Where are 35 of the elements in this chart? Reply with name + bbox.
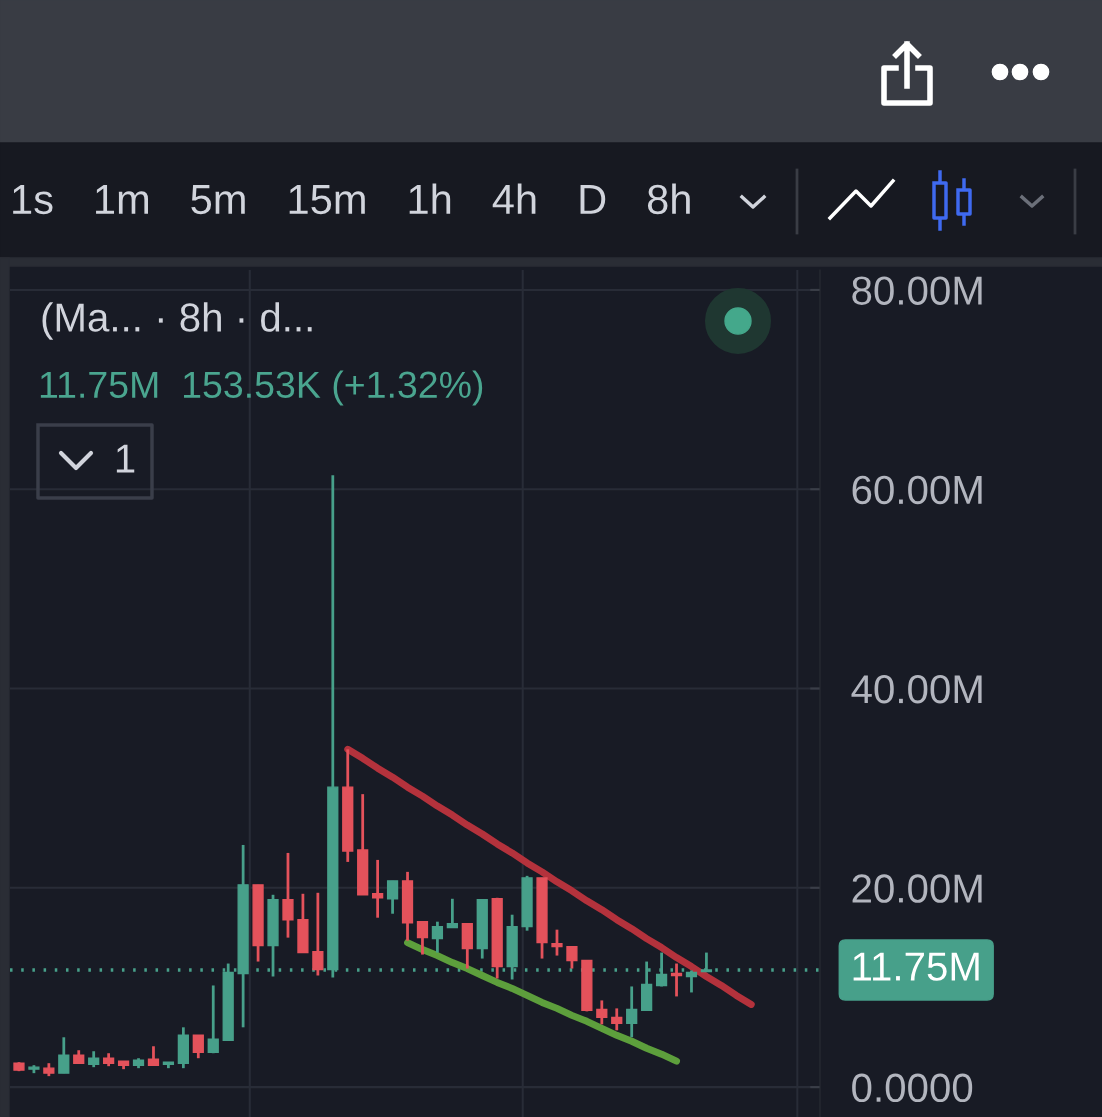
text: D (580, 185, 606, 214)
candlestick (446, 897, 458, 930)
candlestick (551, 928, 563, 957)
text: (Ma... · 8h · d... (42, 302, 312, 340)
candlestick (431, 920, 444, 954)
candlestick (282, 851, 294, 940)
ref-line-label: 11.75M (853, 952, 979, 981)
candlestick (312, 891, 324, 977)
y-tick-label: 60.00M (852, 475, 982, 505)
y-tick-label: 80.00M (852, 276, 982, 305)
y-tick-label: 40.00M (851, 674, 982, 704)
text: 1h (409, 183, 451, 214)
candlestick (685, 969, 698, 994)
text: 1s (13, 185, 53, 215)
text: 5m (191, 185, 245, 215)
candlestick (670, 962, 683, 998)
candlestick (386, 879, 399, 916)
candlestick (58, 1035, 70, 1075)
candlestick (596, 999, 608, 1026)
text: 4h (492, 183, 536, 214)
text: 1m (96, 185, 149, 214)
candlestick (192, 1033, 204, 1060)
candlestick (626, 985, 638, 1039)
candlestick (207, 984, 219, 1055)
candlestick (566, 945, 578, 970)
text: 15m (289, 185, 365, 215)
annotation: 11.75M 153.53K (+1.32%) (40, 370, 483, 406)
annotation: 1 (116, 444, 135, 473)
text: 8h (647, 183, 690, 215)
y-tick-label: 20.00M (852, 874, 982, 903)
candlestick (416, 920, 429, 956)
candlestick (147, 1044, 160, 1067)
candlestick (372, 858, 384, 920)
candlestick (611, 1006, 623, 1032)
y-tick-label: 0.0000 (852, 1073, 973, 1103)
